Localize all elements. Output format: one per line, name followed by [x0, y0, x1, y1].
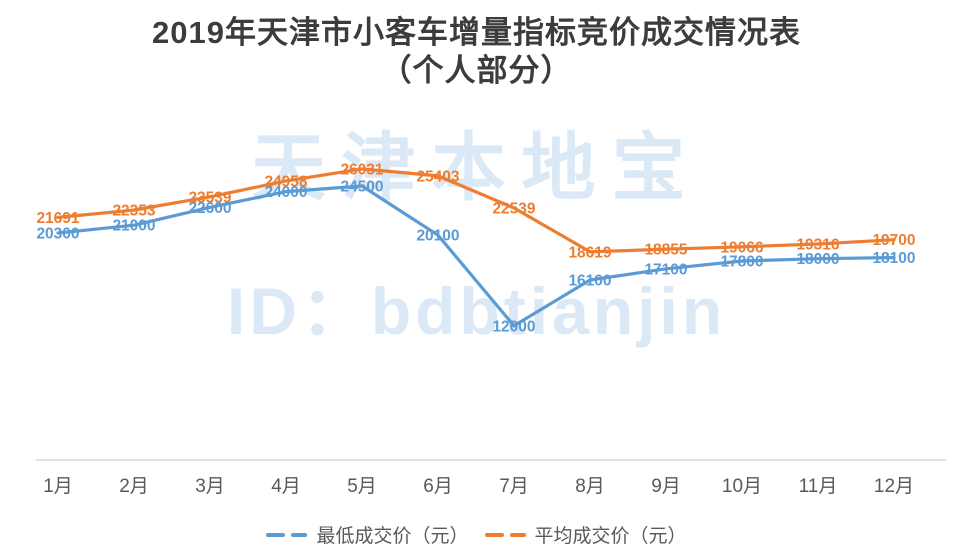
data-label: 26031 [340, 161, 383, 178]
data-label: 25403 [416, 168, 459, 185]
chart-title-line2: （个人部分） [380, 52, 573, 88]
data-label: 17800 [720, 253, 763, 270]
legend-dash-icon [509, 532, 526, 537]
x-axis-label: 4月 [271, 476, 301, 497]
data-label: 24958 [264, 173, 307, 190]
x-axis-label: 8月 [575, 476, 605, 497]
series-line-1 [56, 167, 896, 254]
x-axis-label: 3月 [195, 476, 225, 497]
series-line-0 [56, 184, 896, 328]
data-label: 24500 [340, 179, 383, 196]
chart-title-line1: 2019年天津市小客车增量指标竞价成交情况表 [152, 15, 801, 50]
data-label: 17100 [644, 261, 687, 278]
data-label: 18855 [644, 242, 687, 259]
data-label: 22353 [112, 203, 155, 220]
legend-item-avg-price: 平均成交价（元） [484, 521, 687, 548]
data-label: 24000 [264, 184, 307, 201]
data-label: 22539 [492, 200, 535, 217]
data-label: 12000 [492, 318, 535, 335]
data-label: 18619 [568, 244, 611, 261]
x-axis-label: 10月 [722, 476, 762, 497]
legend-dash-icon [266, 532, 286, 537]
legend-dash-icon [484, 532, 504, 537]
data-label: 20100 [416, 228, 459, 245]
x-axis-label: 5月 [347, 476, 377, 497]
x-axis-label: 11月 [799, 476, 838, 497]
legend-label-min-price: 最低成交价（元） [316, 526, 469, 547]
legend-item-min-price: 最低成交价（元） [266, 521, 469, 548]
data-label: 19066 [720, 239, 763, 256]
x-axis-label: 6月 [423, 476, 453, 497]
data-label: 16100 [568, 272, 611, 289]
data-label: 23539 [188, 189, 231, 206]
data-label: 20300 [36, 226, 79, 243]
chart-legend: 最低成交价（元） 平均成交价（元） [0, 521, 953, 548]
x-axis-label: 2月 [119, 476, 149, 497]
x-axis-label: 12月 [874, 476, 914, 497]
x-axis-label: 7月 [499, 476, 529, 497]
data-label: 21691 [36, 210, 79, 227]
data-label: 19316 [796, 237, 839, 254]
data-label: 18000 [796, 251, 839, 268]
data-label: 21000 [112, 218, 155, 235]
data-label: 19700 [872, 232, 915, 249]
chart-title: 2019年天津市小客车增量指标竞价成交情况表 （个人部分） [0, 14, 953, 90]
x-axis-label: 1月 [43, 476, 73, 497]
data-label: 18100 [872, 250, 915, 267]
x-axis-label: 9月 [651, 476, 681, 497]
legend-dash-icon [291, 532, 308, 537]
data-label: 22600 [188, 200, 231, 217]
legend-label-avg-price: 平均成交价（元） [534, 526, 687, 547]
